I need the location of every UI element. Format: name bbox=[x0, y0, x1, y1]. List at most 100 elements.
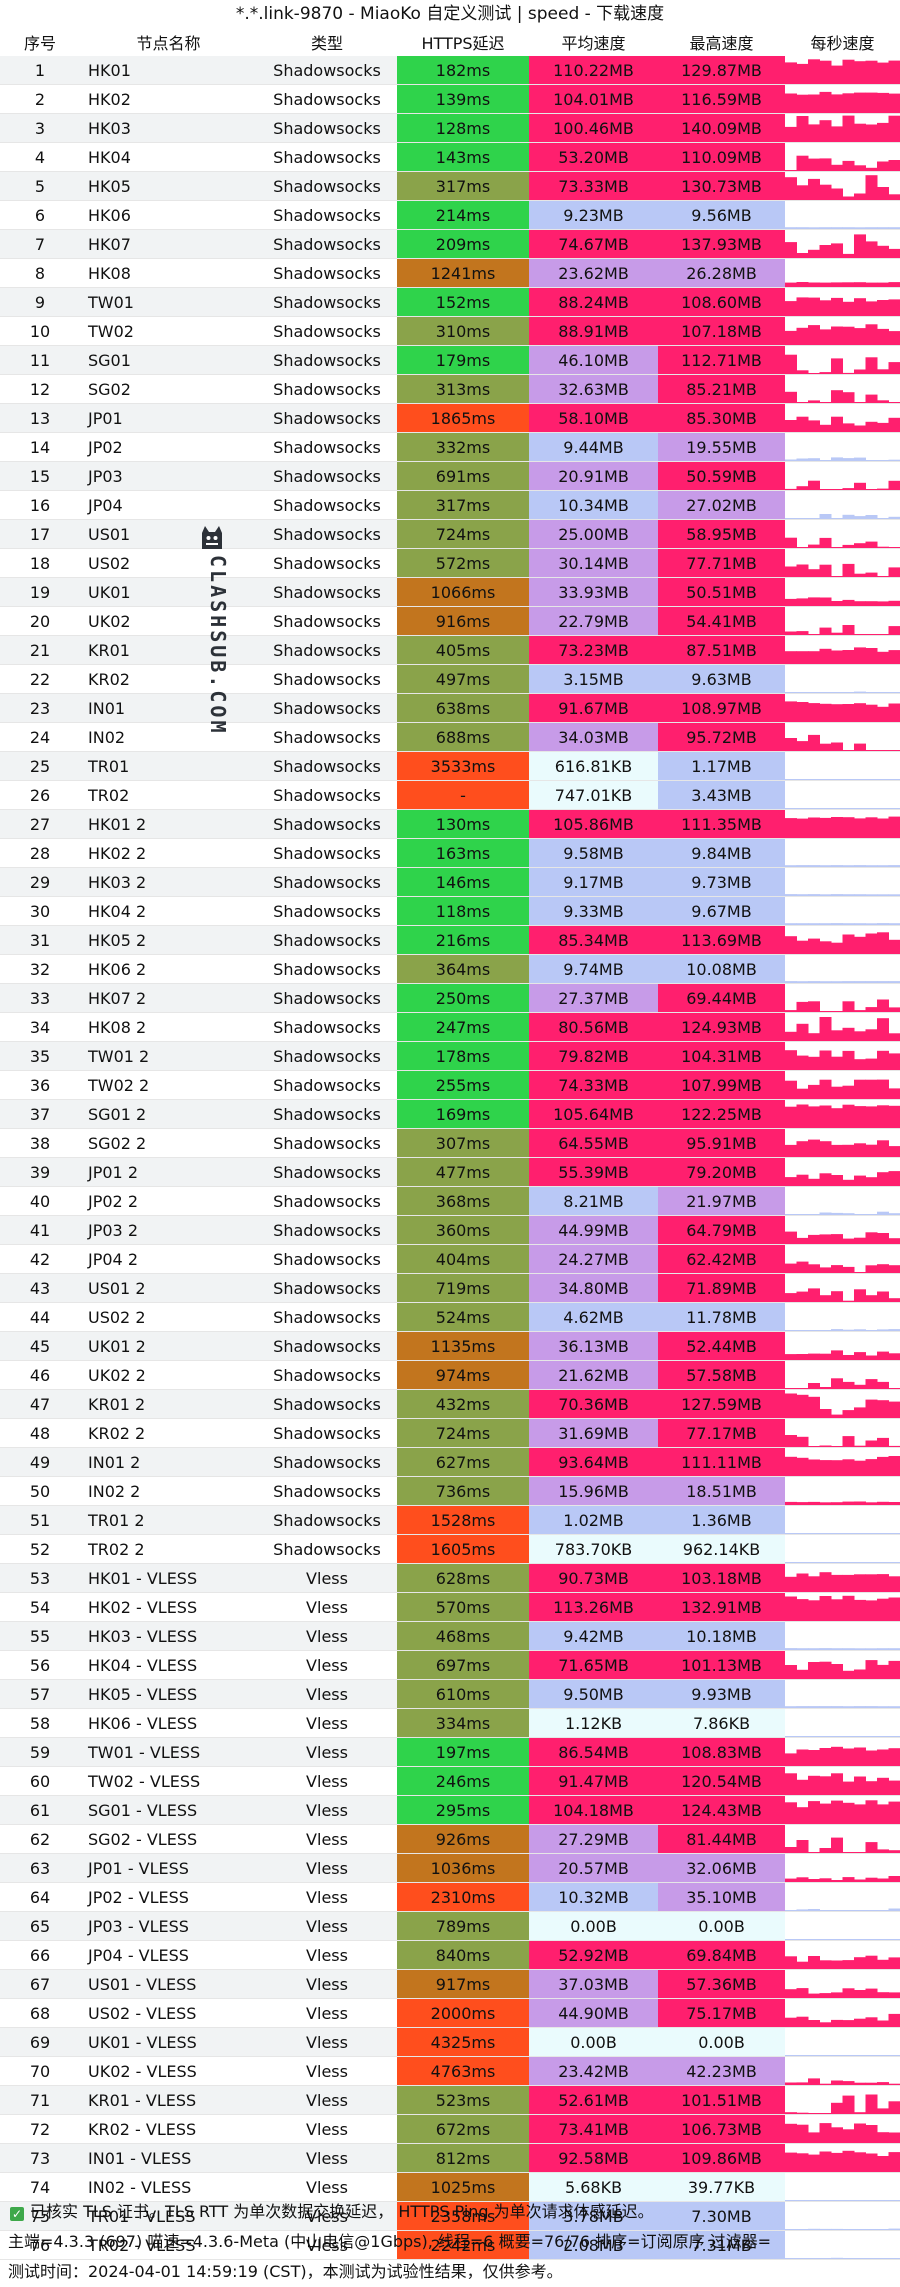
sparkline-bar bbox=[877, 707, 889, 722]
sparkline-bar bbox=[808, 1106, 820, 1128]
node-name: HK05 bbox=[80, 172, 257, 201]
per-second-sparkline bbox=[785, 1100, 900, 1129]
per-second-sparkline bbox=[785, 607, 900, 636]
sparkline-bar bbox=[831, 943, 843, 954]
sparkline-bar bbox=[831, 704, 843, 722]
row-index: 24 bbox=[0, 723, 80, 752]
sparkline-bar bbox=[877, 1574, 889, 1592]
per-second-sparkline bbox=[785, 143, 900, 172]
sparkline-bar bbox=[889, 1238, 900, 1244]
sparkline-bar bbox=[866, 573, 878, 577]
avg-speed: 10.34MB bbox=[529, 491, 658, 520]
sparkline-bar bbox=[889, 1576, 900, 1592]
sparkline-bar bbox=[831, 1575, 843, 1592]
node-name: JP03 bbox=[80, 462, 257, 491]
node-name: HK07 2 bbox=[80, 984, 257, 1013]
sparkline-bar bbox=[831, 601, 843, 606]
avg-speed: 9.58MB bbox=[529, 839, 658, 868]
sparkline-bar bbox=[866, 1800, 878, 1824]
sparkline-bar bbox=[831, 1460, 843, 1476]
node-type: Shadowsocks bbox=[257, 1129, 397, 1158]
sparkline-bar bbox=[866, 515, 878, 519]
https-latency: 974ms bbox=[397, 1361, 529, 1390]
sparkline-bar bbox=[866, 648, 878, 664]
node-type: Vless bbox=[257, 1912, 397, 1941]
max-speed: 21.97MB bbox=[658, 1187, 785, 1216]
node-name: KR02 2 bbox=[80, 1419, 257, 1448]
sparkline-bar bbox=[785, 1050, 797, 1070]
per-second-sparkline bbox=[785, 752, 900, 781]
sparkline-bar bbox=[889, 481, 900, 490]
avg-speed: 104.01MB bbox=[529, 85, 658, 114]
sparkline-bar bbox=[808, 420, 820, 432]
https-latency: 139ms bbox=[397, 85, 529, 114]
avg-speed: 58.10MB bbox=[529, 404, 658, 433]
sparkline-bar bbox=[877, 1804, 889, 1824]
node-type: Shadowsocks bbox=[257, 810, 397, 839]
sparkline-bar bbox=[808, 1140, 820, 1157]
node-type: Shadowsocks bbox=[257, 1506, 397, 1535]
sparkline-bar bbox=[877, 1264, 889, 1273]
node-name: HK04 - VLESS bbox=[80, 1651, 257, 1680]
avg-speed: 53.20MB bbox=[529, 143, 658, 172]
sparkline-bar bbox=[808, 651, 820, 664]
node-type: Shadowsocks bbox=[257, 143, 397, 172]
sparkline-bar bbox=[831, 1801, 843, 1824]
sparkline-bar bbox=[889, 418, 900, 432]
sparkline-bar bbox=[866, 1177, 878, 1186]
max-speed: 132.91MB bbox=[658, 1593, 785, 1622]
per-second-sparkline bbox=[785, 346, 900, 375]
sparkline-bar bbox=[831, 2153, 843, 2172]
max-speed: 10.18MB bbox=[658, 1622, 785, 1651]
sparkline-bar bbox=[785, 1354, 797, 1360]
sparkline-bar bbox=[808, 1235, 820, 1244]
sparkline-bar bbox=[877, 2132, 889, 2143]
sparkline-bar bbox=[843, 1803, 855, 1824]
per-second-sparkline bbox=[785, 317, 900, 346]
sparkline-bar bbox=[877, 162, 889, 172]
node-name: SG02 2 bbox=[80, 1129, 257, 1158]
max-speed: 962.14KB bbox=[658, 1535, 785, 1564]
sparkline-bar bbox=[808, 2078, 820, 2085]
sparkline-bar bbox=[831, 1747, 843, 1766]
sparkline-bar bbox=[797, 1238, 809, 1244]
sparkline-bar bbox=[843, 2129, 855, 2143]
https-latency: 130ms bbox=[397, 810, 529, 839]
sparkline-bar bbox=[877, 246, 889, 258]
sparkline-bar bbox=[785, 1802, 797, 1824]
row-index: 70 bbox=[0, 2057, 80, 2086]
sparkline-bar bbox=[820, 1878, 832, 1882]
row-index: 10 bbox=[0, 317, 80, 346]
sparkline-bar bbox=[831, 189, 843, 201]
node-name: HK02 2 bbox=[80, 839, 257, 868]
sparkline-bar bbox=[889, 704, 900, 723]
sparkline-bar bbox=[820, 1409, 832, 1418]
window-title: *.*.link-9870 - MiaoKo 自定义测试 | speed - 下… bbox=[0, 0, 900, 28]
node-name: TW01 - VLESS bbox=[80, 1738, 257, 1767]
row-index: 28 bbox=[0, 839, 80, 868]
row-index: 73 bbox=[0, 2144, 80, 2173]
https-latency: 477ms bbox=[397, 1158, 529, 1187]
row-index: 58 bbox=[0, 1709, 80, 1738]
avg-speed: 27.29MB bbox=[529, 1825, 658, 1854]
node-name: TR02 bbox=[80, 781, 257, 810]
row-index: 8 bbox=[0, 259, 80, 288]
sparkline-bar bbox=[843, 1382, 855, 1389]
node-name: IN01 - VLESS bbox=[80, 2144, 257, 2173]
node-name: HK03 bbox=[80, 114, 257, 143]
node-type: Shadowsocks bbox=[257, 230, 397, 259]
node-name: JP01 bbox=[80, 404, 257, 433]
sparkline-bar bbox=[785, 1457, 797, 1476]
sparkline-bar bbox=[877, 1172, 889, 1186]
sparkline-bar bbox=[797, 1056, 809, 1070]
sparkline-bar bbox=[797, 282, 809, 287]
sparkline-bar bbox=[785, 1107, 797, 1128]
sparkline-bar bbox=[831, 1108, 843, 1128]
sparkline-bar bbox=[843, 1960, 855, 1969]
sparkline-bar bbox=[854, 61, 866, 84]
